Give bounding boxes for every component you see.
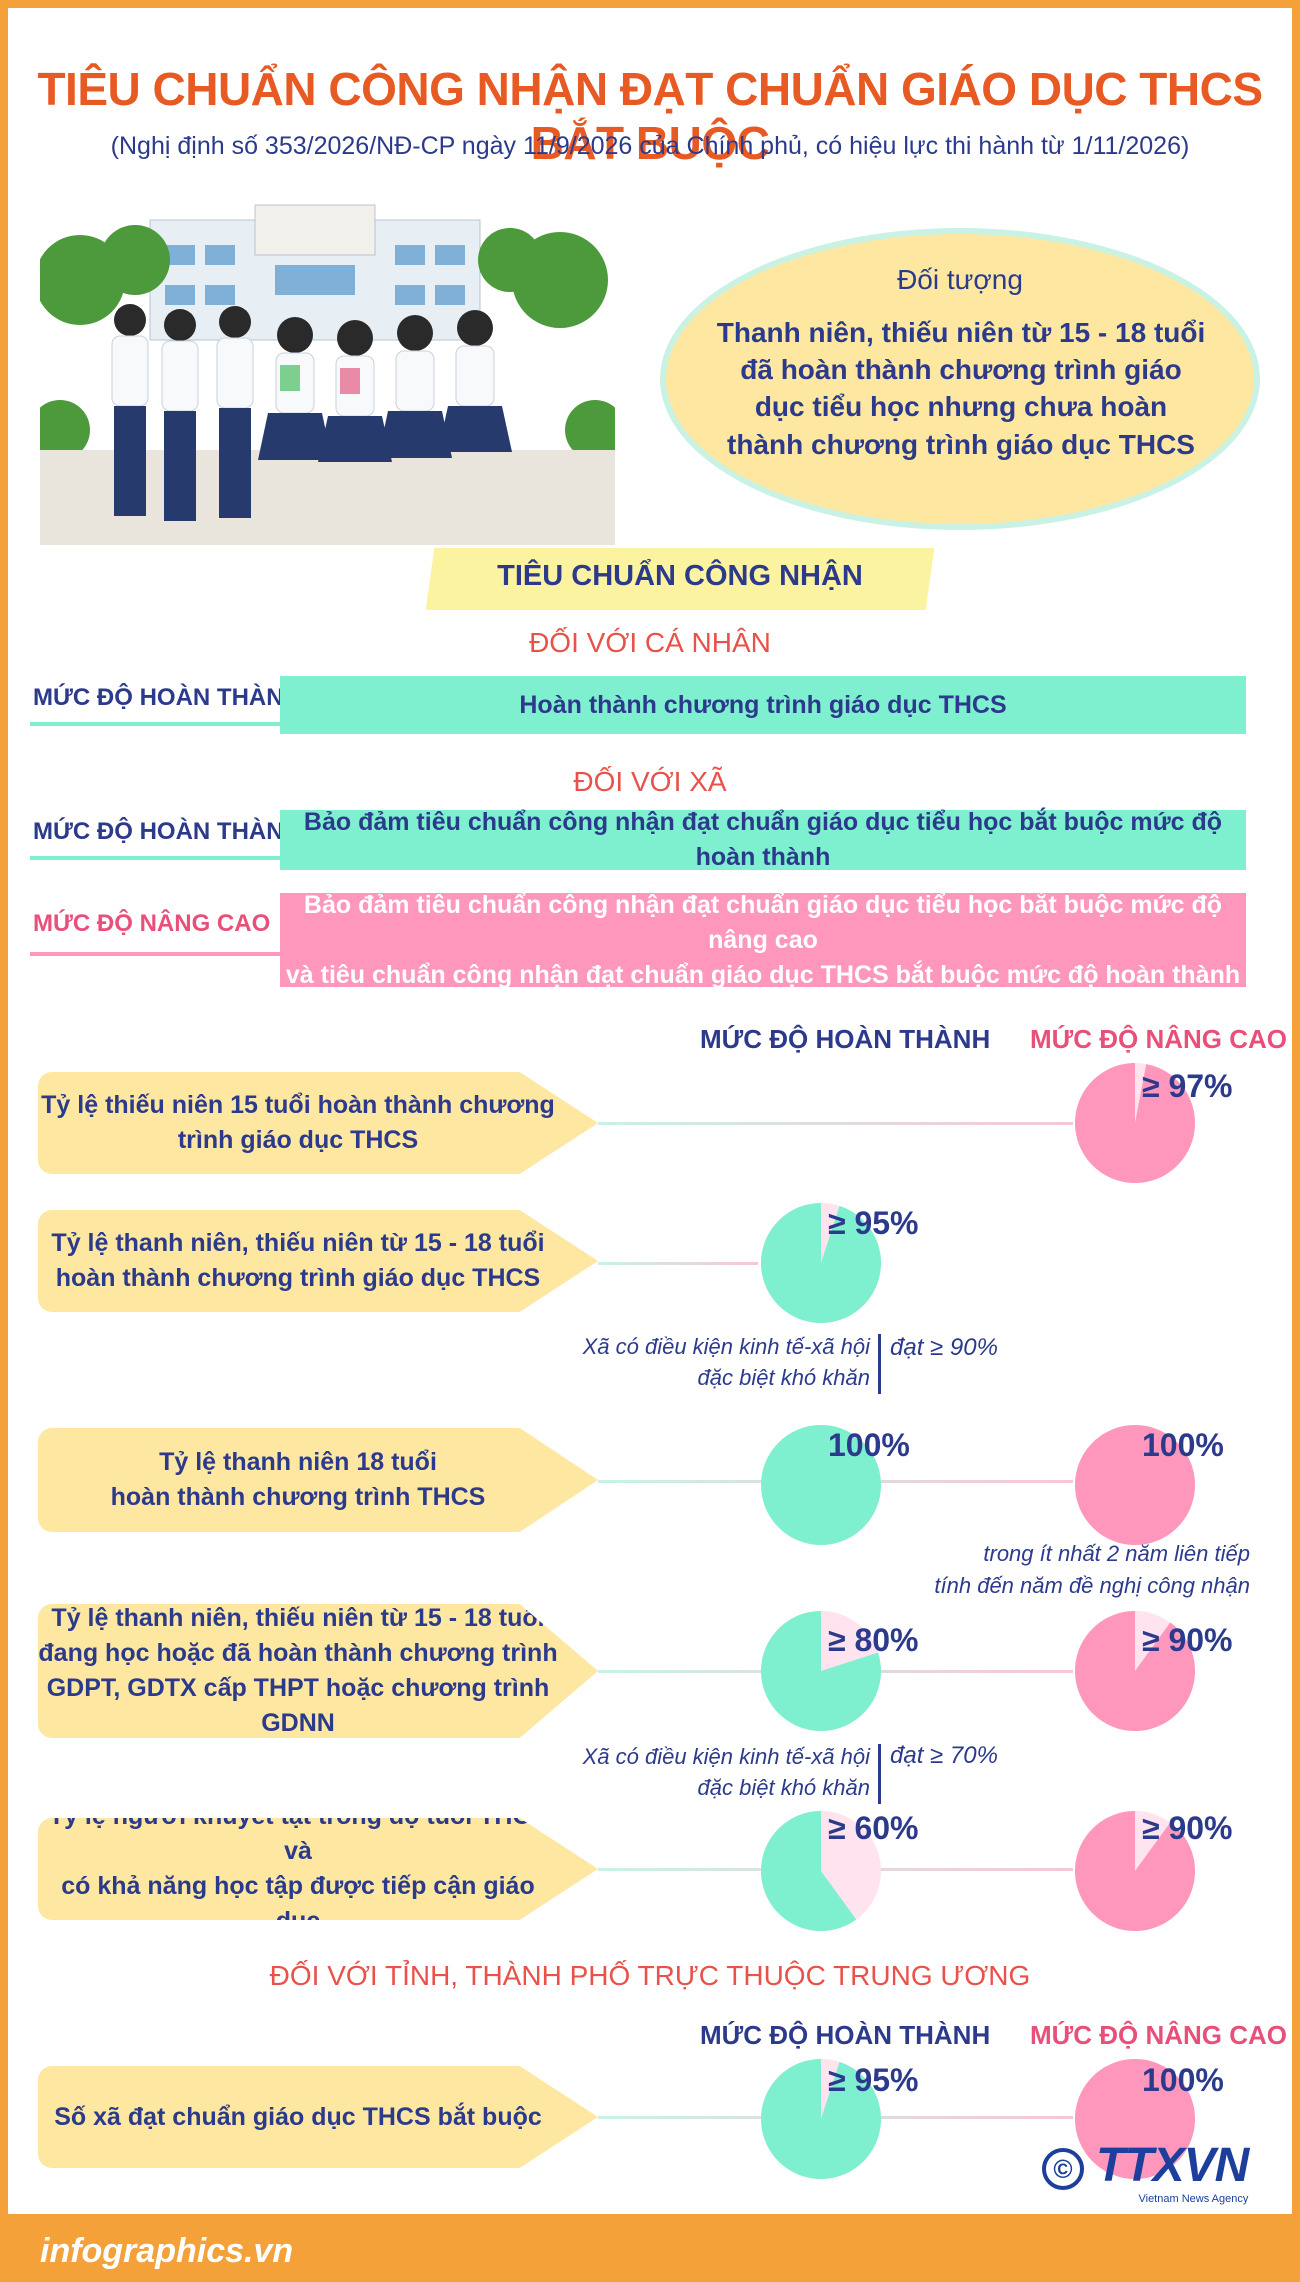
individual-criterion-bar: Hoàn thành chương trình giáo dục THCS — [280, 676, 1246, 734]
province-complete-value: ≥ 95% — [828, 2062, 919, 2098]
special-note-1-separator — [878, 1334, 881, 1394]
row-4-advanced-pie — [1075, 1611, 1195, 1731]
consecutive-years-note: trong ít nhất 2 năm liên tiếp tính đến n… — [860, 1538, 1250, 1602]
row-2-complete-pie — [761, 1203, 881, 1323]
row-4-complete-value: ≥ 80% — [828, 1622, 919, 1658]
criterion-row-3: Tỷ lệ thanh niên 18 tuổi hoàn thành chươ… — [38, 1428, 598, 1532]
special-note-1: Xã có điều kiện kinh tế-xã hội đặc biệt … — [540, 1332, 870, 1394]
footer-site-link[interactable]: infographics.vn — [40, 2232, 294, 2270]
province-advanced-value: 100% — [1142, 2062, 1224, 2098]
criterion-row-3-line-2: hoàn thành chương trình THCS — [110, 1483, 486, 1511]
commune-heading: ĐỐI VỚI XÃ — [573, 766, 727, 797]
row-1-advanced-pie-slice — [1075, 1063, 1195, 1183]
row-1-connector — [598, 1122, 1073, 1125]
row-3-advanced-pie-slice — [1074, 1425, 1195, 1545]
row-5-advanced-pie-slice — [1075, 1811, 1195, 1931]
target-label: Đối tượng — [897, 264, 1023, 295]
criterion-row-3-line-1: Tỷ lệ thanh niên 18 tuổi — [159, 1448, 437, 1476]
special-note-2-separator — [878, 1744, 881, 1804]
ttxvn-logo-text: TTXVN — [1096, 2139, 1249, 2192]
province-criterion-line-1: Số xã đạt chuẩn giáo dục THCS bắt buộc — [54, 2102, 542, 2131]
province-advanced-pie — [1074, 2059, 1195, 2179]
special-note-2-value: đạt ≥ 70% — [890, 1742, 998, 1769]
target-group-oval: Đối tượng Thanh niên, thiếu niên từ 15 -… — [660, 228, 1260, 530]
column-complete-heading: MỨC ĐỘ HOÀN THÀNH — [700, 1024, 991, 1054]
commune-complete-underline — [30, 856, 280, 860]
criterion-row-2-line-2: hoàn thành chương trình giáo dục THCS — [55, 1264, 541, 1292]
students-illustration — [40, 200, 615, 545]
individual-level-label: MỨC ĐỘ HOÀN THÀNH — [33, 684, 301, 711]
row-4-advanced-pie-slice — [1075, 1611, 1195, 1731]
province-complete-pie-slice — [761, 2059, 881, 2179]
ttxvn-logo: TTXVN Vietnam News Agency — [1096, 2138, 1249, 2205]
criterion-row-1: Tỷ lệ thiếu niên 15 tuổi hoàn thành chươ… — [38, 1072, 598, 1174]
commune-advanced-text-2: và tiêu chuẩn công nhận đạt chuẩn giáo d… — [285, 960, 1241, 989]
criterion-row-4-line-1: Tỷ lệ thanh niên, thiếu niên từ 15 - 18 … — [51, 1604, 545, 1632]
commune-advanced-underline — [30, 952, 280, 956]
footer-bar — [0, 2214, 1300, 2282]
row-5-complete-value: ≥ 60% — [828, 1810, 919, 1846]
row-5-complete-pie — [761, 1811, 881, 1931]
row-4-complete-pie — [761, 1611, 881, 1731]
row-4-complete-pie-slice — [761, 1611, 881, 1731]
special-note-1-line-1: Xã có điều kiện kinh tế-xã hội — [582, 1334, 870, 1359]
row-2-connector — [598, 1262, 758, 1265]
individual-heading: ĐỐI VỚI CÁ NHÂN — [529, 627, 771, 658]
criterion-row-1-line-1: Tỷ lệ thiếu niên 15 tuổi hoàn thành chươ… — [41, 1091, 555, 1119]
consecutive-note-line-1: trong ít nhất 2 năm liên tiếp — [983, 1541, 1250, 1566]
criterion-row-1-line-2: trình giáo dục THCS — [177, 1126, 419, 1154]
province-criterion: Số xã đạt chuẩn giáo dục THCS bắt buộc — [38, 2066, 598, 2168]
commune-advanced-bar: Bảo đảm tiêu chuẩn công nhận đạt chuẩn g… — [280, 891, 1246, 989]
row-2-complete-pie-slice — [761, 1203, 881, 1323]
target-text: Thanh niên, thiếu niên từ 15 - 18 tuổi đ… — [716, 317, 1206, 460]
row-5-advanced-pie — [1075, 1811, 1195, 1931]
criterion-row-5-line-1: Tỷ lệ người khuyết tật trong độ tuổi THC… — [49, 1818, 547, 1865]
province-heading: ĐỐI VỚI TỈNH, THÀNH PHỐ TRỰC THUỘC TRUNG… — [269, 1960, 1031, 1991]
criterion-row-4-line-2: đang học hoặc đã hoàn thành chương trình — [38, 1639, 558, 1667]
special-note-1-value: đạt ≥ 90% — [890, 1334, 998, 1361]
criterion-row-4: Tỷ lệ thanh niên, thiếu niên từ 15 - 18 … — [38, 1604, 598, 1738]
row-3-advanced-value: 100% — [1142, 1427, 1224, 1463]
criterion-row-5-line-2: có khả năng học tập được tiếp cận giáo d… — [61, 1872, 535, 1920]
row-3-complete-value: 100% — [828, 1427, 910, 1463]
individual-level-underline — [30, 722, 280, 726]
province-advanced-pie-slice — [1074, 2059, 1195, 2179]
row-1-advanced-value: ≥ 97% — [1142, 1068, 1233, 1104]
row-3-complete-pie — [760, 1425, 881, 1545]
decree-subtitle: (Nghị định số 353/2026/NĐ-CP ngày 11/9/2… — [110, 132, 1190, 160]
criteria-heading: TIÊU CHUẨN CÔNG NHẬN — [497, 560, 863, 592]
row-5-complete-pie-slice — [761, 1811, 857, 1931]
special-note-2: Xã có điều kiện kinh tế-xã hội đặc biệt … — [540, 1742, 870, 1804]
row-4-advanced-value: ≥ 90% — [1142, 1622, 1233, 1658]
province-column-complete-heading: MỨC ĐỘ HOÀN THÀNH — [700, 2020, 991, 2050]
page-title: TIÊU CHUẨN CÔNG NHẬN ĐẠT CHUẨN GIÁO DỤC … — [37, 63, 1263, 169]
commune-advanced-text-1: Bảo đảm tiêu chuẩn công nhận đạt chuẩn g… — [303, 890, 1223, 954]
copyright-icon: © — [1042, 2148, 1084, 2190]
consecutive-note-line-2: tính đến năm đề nghị công nhận — [934, 1572, 1250, 1598]
row-1-advanced-pie — [1075, 1063, 1195, 1183]
row-2-complete-value: ≥ 95% — [828, 1205, 919, 1241]
commune-complete-bar: Bảo đảm tiêu chuẩn công nhận đạt chuẩn g… — [280, 808, 1246, 871]
special-note-2-line-2: đặc biệt khó khăn — [697, 1774, 870, 1800]
row-3-advanced-pie — [1074, 1425, 1195, 1545]
row-5-advanced-value: ≥ 90% — [1142, 1810, 1233, 1846]
province-complete-pie — [761, 2059, 881, 2179]
commune-advanced-label: MỨC ĐỘ NÂNG CAO — [33, 910, 271, 937]
province-column-advanced-heading: MỨC ĐỘ NÂNG CAO — [1030, 2020, 1288, 2050]
criterion-row-5: Tỷ lệ người khuyết tật trong độ tuổi THC… — [38, 1818, 598, 1920]
criterion-row-2-line-1: Tỷ lệ thanh niên, thiếu niên từ 15 - 18 … — [51, 1229, 545, 1257]
row-3-complete-pie-slice — [760, 1425, 881, 1545]
column-advanced-heading: MỨC ĐỘ NÂNG CAO — [1030, 1024, 1288, 1054]
criterion-row-4-line-3: GDPT, GDTX cấp THPT hoặc chương trình GD… — [46, 1674, 550, 1737]
ttxvn-logo-subtext: Vietnam News Agency — [1138, 2193, 1249, 2205]
special-note-2-line-1: Xã có điều kiện kinh tế-xã hội — [582, 1744, 870, 1769]
commune-complete-label: MỨC ĐỘ HOÀN THÀNH — [33, 818, 301, 845]
criterion-row-2: Tỷ lệ thanh niên, thiếu niên từ 15 - 18 … — [38, 1210, 598, 1312]
special-note-1-line-2: đặc biệt khó khăn — [697, 1364, 870, 1390]
